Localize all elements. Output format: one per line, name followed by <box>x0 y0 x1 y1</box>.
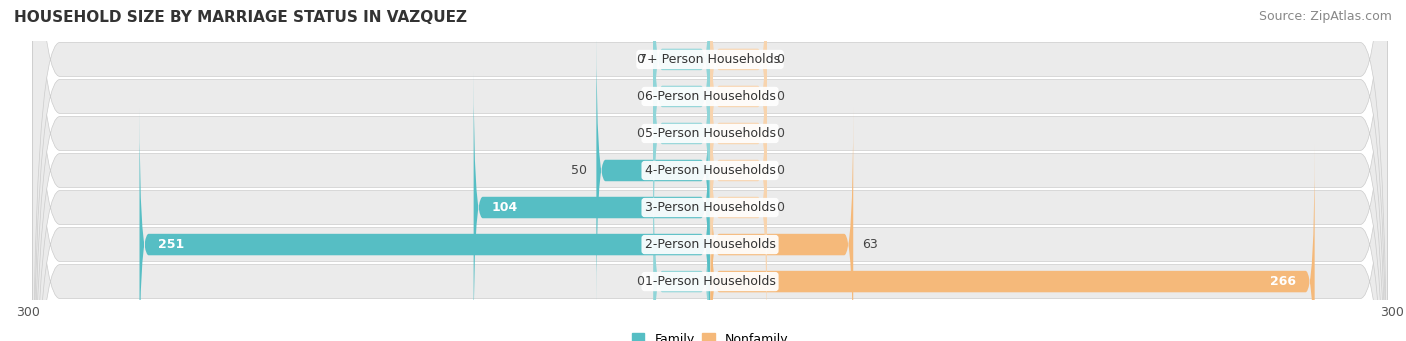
Text: 251: 251 <box>157 238 184 251</box>
FancyBboxPatch shape <box>32 0 1388 341</box>
Text: 2-Person Households: 2-Person Households <box>644 238 776 251</box>
Legend: Family, Nonfamily: Family, Nonfamily <box>627 328 793 341</box>
Text: 0: 0 <box>636 127 644 140</box>
Text: 0: 0 <box>776 164 785 177</box>
Text: 5-Person Households: 5-Person Households <box>644 127 776 140</box>
Text: 0: 0 <box>636 90 644 103</box>
FancyBboxPatch shape <box>710 0 766 271</box>
FancyBboxPatch shape <box>710 70 766 341</box>
Text: 1-Person Households: 1-Person Households <box>644 275 776 288</box>
FancyBboxPatch shape <box>139 107 710 341</box>
Text: 266: 266 <box>1271 275 1296 288</box>
FancyBboxPatch shape <box>596 33 710 308</box>
FancyBboxPatch shape <box>32 0 1388 341</box>
FancyBboxPatch shape <box>710 0 766 197</box>
FancyBboxPatch shape <box>654 0 710 271</box>
Text: 0: 0 <box>636 53 644 66</box>
Text: 0: 0 <box>776 201 785 214</box>
FancyBboxPatch shape <box>710 144 1315 341</box>
FancyBboxPatch shape <box>474 70 710 341</box>
FancyBboxPatch shape <box>654 0 710 234</box>
Text: 104: 104 <box>492 201 517 214</box>
FancyBboxPatch shape <box>32 0 1388 341</box>
FancyBboxPatch shape <box>32 0 1388 341</box>
FancyBboxPatch shape <box>32 0 1388 341</box>
Text: 0: 0 <box>776 53 785 66</box>
Text: 0: 0 <box>776 90 785 103</box>
FancyBboxPatch shape <box>710 33 766 308</box>
Text: 6-Person Households: 6-Person Households <box>644 90 776 103</box>
Text: 4-Person Households: 4-Person Households <box>644 164 776 177</box>
Text: 7+ Person Households: 7+ Person Households <box>640 53 780 66</box>
Text: HOUSEHOLD SIZE BY MARRIAGE STATUS IN VAZQUEZ: HOUSEHOLD SIZE BY MARRIAGE STATUS IN VAZ… <box>14 10 467 25</box>
Text: 0: 0 <box>776 127 785 140</box>
Text: 50: 50 <box>571 164 588 177</box>
FancyBboxPatch shape <box>32 0 1388 341</box>
Text: 0: 0 <box>636 275 644 288</box>
Text: 63: 63 <box>862 238 879 251</box>
FancyBboxPatch shape <box>654 144 710 341</box>
FancyBboxPatch shape <box>32 0 1388 341</box>
FancyBboxPatch shape <box>710 107 853 341</box>
Text: Source: ZipAtlas.com: Source: ZipAtlas.com <box>1258 10 1392 23</box>
Text: 3-Person Households: 3-Person Households <box>644 201 776 214</box>
FancyBboxPatch shape <box>710 0 766 234</box>
FancyBboxPatch shape <box>654 0 710 197</box>
